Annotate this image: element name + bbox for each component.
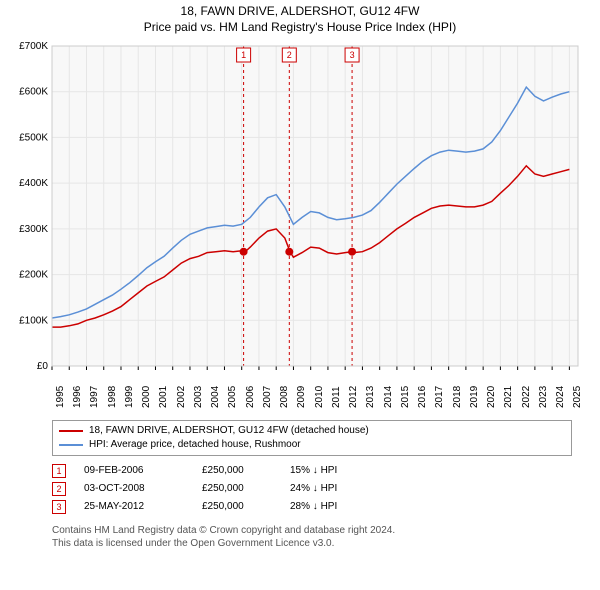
x-tick-label: 2018 [452, 386, 463, 408]
event-number: 3 [52, 500, 66, 514]
event-diff: 15% ↓ HPI [290, 462, 380, 480]
svg-text:£500K: £500K [19, 132, 48, 143]
svg-text:£200K: £200K [19, 270, 48, 281]
svg-text:1: 1 [241, 50, 246, 60]
chart-titles: 18, FAWN DRIVE, ALDERSHOT, GU12 4FW Pric… [0, 0, 600, 36]
x-tick-label: 2017 [434, 386, 445, 408]
svg-text:£400K: £400K [19, 178, 48, 189]
x-tick-label: 2002 [176, 386, 187, 408]
event-date: 03-OCT-2008 [84, 480, 184, 498]
x-tick-label: 2023 [538, 386, 549, 408]
svg-text:3: 3 [350, 50, 355, 60]
svg-text:£0: £0 [37, 361, 49, 372]
x-tick-label: 2015 [400, 386, 411, 408]
event-price: £250,000 [202, 480, 272, 498]
event-diff: 24% ↓ HPI [290, 480, 380, 498]
x-tick-label: 2021 [503, 386, 514, 408]
legend-label: HPI: Average price, detached house, Rush… [89, 438, 301, 452]
x-tick-label: 2019 [469, 386, 480, 408]
event-row: 3 25-MAY-2012 £250,000 28% ↓ HPI [52, 498, 572, 516]
legend-label: 18, FAWN DRIVE, ALDERSHOT, GU12 4FW (det… [89, 424, 369, 438]
x-tick-label: 2007 [262, 386, 273, 408]
event-diff: 28% ↓ HPI [290, 498, 380, 516]
event-row: 2 03-OCT-2008 £250,000 24% ↓ HPI [52, 480, 572, 498]
event-row: 1 09-FEB-2006 £250,000 15% ↓ HPI [52, 462, 572, 480]
x-tick-label: 2012 [348, 386, 359, 408]
footer-line1: Contains HM Land Registry data © Crown c… [52, 524, 572, 537]
page-container: 18, FAWN DRIVE, ALDERSHOT, GU12 4FW Pric… [0, 0, 600, 590]
x-tick-label: 2024 [555, 386, 566, 408]
x-tick-label: 2004 [210, 386, 221, 408]
svg-text:£100K: £100K [19, 315, 48, 326]
event-date: 25-MAY-2012 [84, 498, 184, 516]
footer-line2: This data is licensed under the Open Gov… [52, 537, 572, 550]
x-tick-label: 2014 [383, 386, 394, 408]
x-tick-label: 1997 [89, 386, 100, 408]
x-tick-label: 2025 [572, 386, 583, 408]
legend-swatch [59, 430, 83, 432]
chart-area: £0 £100K £200K £300K £400K £500K £600K £700K 1 2 3 [8, 40, 586, 380]
x-tick-label: 2009 [296, 386, 307, 408]
x-tick-label: 2006 [245, 386, 256, 408]
x-tick-label: 2003 [193, 386, 204, 408]
legend-box: 18, FAWN DRIVE, ALDERSHOT, GU12 4FW (det… [52, 420, 572, 456]
event-number: 1 [52, 464, 66, 478]
x-tick-label: 2008 [279, 386, 290, 408]
chart-svg: £0 £100K £200K £300K £400K £500K £600K £700K 1 2 3 [8, 40, 586, 380]
x-tick-label: 2005 [227, 386, 238, 408]
svg-text:£600K: £600K [19, 87, 48, 98]
svg-text:£300K: £300K [19, 224, 48, 235]
x-tick-label: 1999 [124, 386, 135, 408]
legend-row: HPI: Average price, detached house, Rush… [59, 438, 565, 452]
event-price: £250,000 [202, 498, 272, 516]
footer-attribution: Contains HM Land Registry data © Crown c… [52, 524, 572, 550]
x-tick-label: 1996 [72, 386, 83, 408]
svg-text:£700K: £700K [19, 41, 48, 52]
x-tick-label: 2001 [158, 386, 169, 408]
events-table: 1 09-FEB-2006 £250,000 15% ↓ HPI 2 03-OCT-200… [52, 462, 572, 516]
legend-swatch [59, 444, 83, 446]
title-address: 18, FAWN DRIVE, ALDERSHOT, GU12 4FW [0, 4, 600, 18]
x-tick-label: 1995 [55, 386, 66, 408]
x-axis-labels: 1995 1996 1997 1998 1999 2000 2001 2002 2003 2004… [8, 380, 586, 414]
event-number: 2 [52, 482, 66, 496]
x-tick-label: 2011 [331, 386, 342, 408]
event-price: £250,000 [202, 462, 272, 480]
x-tick-label: 2016 [417, 386, 428, 408]
event-date: 09-FEB-2006 [84, 462, 184, 480]
x-tick-label: 2010 [314, 386, 325, 408]
x-tick-label: 1998 [107, 386, 118, 408]
svg-text:2: 2 [287, 50, 292, 60]
x-tick-label: 2022 [521, 386, 532, 408]
x-tick-label: 2020 [486, 386, 497, 408]
x-tick-label: 2013 [365, 386, 376, 408]
title-subtitle: Price paid vs. HM Land Registry's House … [0, 20, 600, 34]
legend-row: 18, FAWN DRIVE, ALDERSHOT, GU12 4FW (det… [59, 424, 565, 438]
x-tick-label: 2000 [141, 386, 152, 408]
